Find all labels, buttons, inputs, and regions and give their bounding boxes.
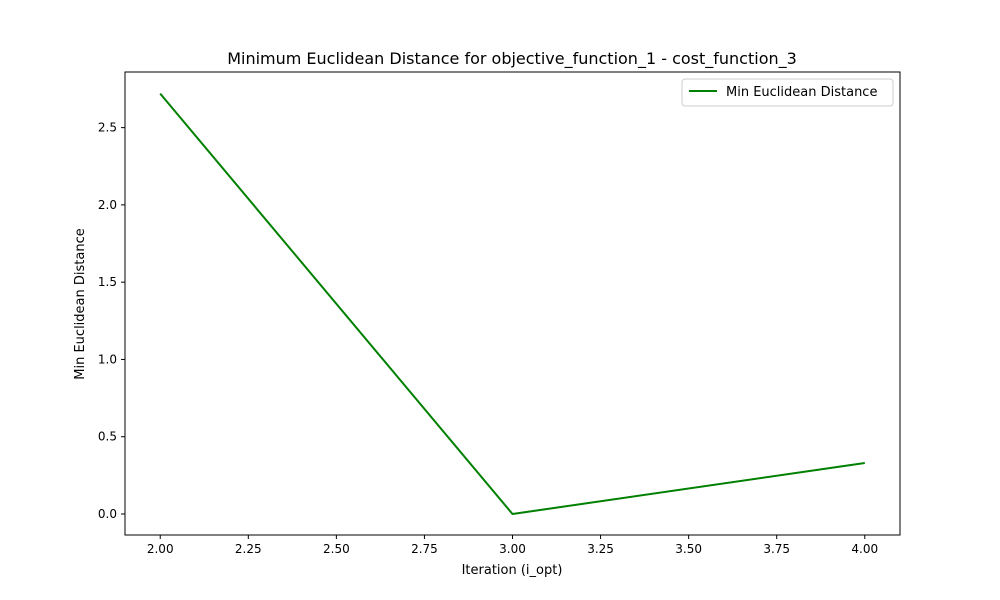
x-tick-label: 3.75 xyxy=(763,542,790,556)
x-tick-label: 2.50 xyxy=(323,542,350,556)
y-tick-label: 1.0 xyxy=(98,352,117,366)
x-axis-label: Iteration (i_opt) xyxy=(462,563,563,578)
y-tick-label: 2.5 xyxy=(98,121,117,135)
y-axis: 0.0 0.5 1.0 1.5 2.0 2.5 xyxy=(98,121,125,521)
y-tick-label: 0.5 xyxy=(98,430,117,444)
chart-title: Minimum Euclidean Distance for objective… xyxy=(227,49,797,69)
x-tick-label: 3.50 xyxy=(675,542,702,556)
series-line-0 xyxy=(159,92,865,515)
y-tick-label: 2.0 xyxy=(98,198,117,212)
x-axis: 2.00 2.25 2.50 2.75 3.00 3.25 3.50 3.75 4.00 xyxy=(147,535,878,556)
legend-box xyxy=(681,78,894,107)
legend: Min Euclidean Distance xyxy=(681,78,894,107)
legend-label: Min Euclidean Distance xyxy=(726,85,877,100)
y-tick-label: 1.5 xyxy=(98,275,117,289)
x-tick-label: 2.75 xyxy=(411,542,438,556)
x-tick-label: 4.00 xyxy=(851,542,878,556)
y-axis-label: Min Euclidean Distance xyxy=(73,228,88,379)
x-tick-label: 3.25 xyxy=(587,542,614,556)
plot-area xyxy=(125,72,900,535)
x-tick-label: 3.00 xyxy=(499,542,526,556)
series-layer xyxy=(159,92,865,515)
x-tick-label: 2.25 xyxy=(235,542,262,556)
y-tick-label: 0.0 xyxy=(98,507,117,521)
x-tick-label: 2.00 xyxy=(147,542,174,556)
